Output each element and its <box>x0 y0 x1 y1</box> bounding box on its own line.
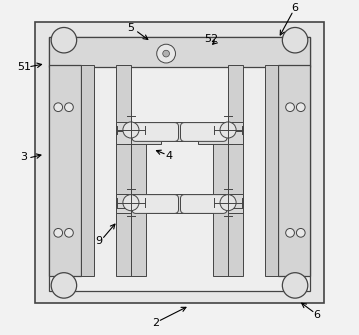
Text: 9: 9 <box>95 236 103 246</box>
FancyBboxPatch shape <box>181 123 227 141</box>
Circle shape <box>54 103 62 112</box>
Circle shape <box>65 103 73 112</box>
Bar <box>49 37 310 67</box>
Bar <box>49 37 310 291</box>
Circle shape <box>220 122 236 138</box>
Bar <box>265 65 278 276</box>
Circle shape <box>51 27 77 53</box>
Circle shape <box>123 195 139 211</box>
Circle shape <box>282 273 308 298</box>
Bar <box>131 126 146 276</box>
FancyBboxPatch shape <box>181 195 227 213</box>
Bar <box>198 131 243 144</box>
Circle shape <box>282 27 308 53</box>
Text: 51: 51 <box>17 62 31 72</box>
Bar <box>116 194 243 213</box>
Bar <box>81 65 94 276</box>
Circle shape <box>297 103 305 112</box>
Bar <box>116 122 243 141</box>
Text: 6: 6 <box>313 310 320 320</box>
Text: 2: 2 <box>153 318 160 328</box>
Text: 52: 52 <box>204 34 218 44</box>
Circle shape <box>297 228 305 237</box>
Circle shape <box>65 228 73 237</box>
Text: 3: 3 <box>20 152 27 162</box>
Circle shape <box>54 228 62 237</box>
Bar <box>278 65 310 276</box>
Bar <box>228 65 243 276</box>
Bar <box>198 194 243 208</box>
Circle shape <box>51 273 77 298</box>
Bar <box>116 194 161 208</box>
FancyBboxPatch shape <box>132 123 178 141</box>
Text: 6: 6 <box>292 3 299 13</box>
Bar <box>116 131 161 144</box>
Bar <box>116 65 131 276</box>
Text: 5: 5 <box>127 23 134 34</box>
Bar <box>213 126 228 276</box>
Circle shape <box>123 122 139 138</box>
Circle shape <box>220 195 236 211</box>
Circle shape <box>163 50 169 57</box>
Text: 4: 4 <box>166 151 173 161</box>
FancyBboxPatch shape <box>132 195 178 213</box>
Bar <box>36 22 323 303</box>
Bar <box>49 65 81 276</box>
Circle shape <box>286 103 294 112</box>
Circle shape <box>157 44 176 63</box>
Circle shape <box>286 228 294 237</box>
